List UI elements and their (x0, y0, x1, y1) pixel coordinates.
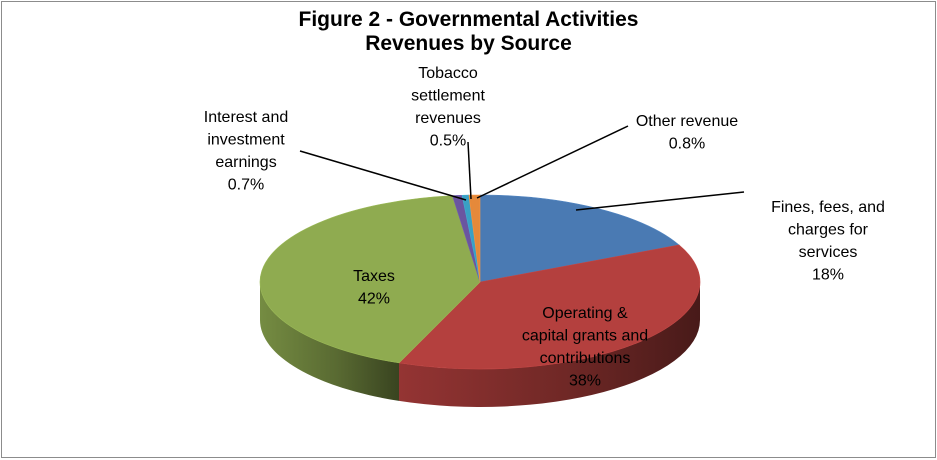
slice-label-5-line-1: 0.8% (669, 136, 705, 153)
chart-title-line-1: Figure 2 - Governmental Activities (298, 8, 639, 31)
slice-label-3-line-3: 0.7% (228, 177, 264, 194)
leader-line-0 (575, 191, 745, 211)
slice-label-4-line-3: 0.5% (430, 133, 466, 150)
slice-label-3-line-1: investment (207, 132, 285, 149)
leader-line-5 (476, 125, 629, 199)
slice-label-4-line-2: revenues (415, 110, 481, 127)
leader-line-4 (467, 141, 472, 200)
slice-label-4-line-1: settlement (411, 88, 485, 105)
slice-label-3: Interest and investment earnings 0.7% (204, 109, 289, 194)
slice-label-3-line-2: earnings (215, 154, 276, 171)
slice-top-0 (479, 194, 680, 283)
slice-label-5: Other revenue 0.8% (636, 113, 738, 153)
slice-label-2-line-0: Taxes (353, 268, 395, 285)
slice-label-1-line-3: 38% (569, 373, 601, 390)
slice-label-1-line-2: contributions (540, 350, 631, 367)
chart-title: Figure 2 - Governmental Activities Reven… (2, 8, 935, 56)
slice-label-0-line-0: Fines, fees, and (771, 199, 885, 216)
pie-side-layer (260, 282, 700, 408)
slice-side-1 (399, 282, 700, 408)
slice-label-0-line-3: 18% (812, 267, 844, 284)
slice-label-4: Tobacco settlement revenues 0.5% (411, 65, 485, 150)
slice-label-0-line-1: charges for (788, 222, 869, 239)
slice-label-0-line-2: services (799, 244, 858, 261)
slice-top-2 (259, 195, 481, 364)
chart-title-line-2: Revenues by Source (365, 32, 572, 55)
slice-label-1-line-0: Operating & (542, 305, 628, 322)
slice-label-0: Fines, fees, and charges for services 18% (771, 199, 885, 284)
slice-side-2 (260, 282, 400, 401)
slice-label-3-line-0: Interest and (204, 109, 289, 126)
slice-label-1-line-1: capital grants and (522, 328, 648, 345)
slice-top-5 (468, 194, 481, 283)
slice-top-1 (398, 244, 701, 370)
slice-label-4-line-0: Tobacco (418, 65, 478, 82)
leader-lines (299, 125, 745, 211)
slice-label-2-line-1: 42% (358, 291, 390, 308)
slice-labels: Fines, fees, and charges for services 18% Op… (204, 65, 885, 390)
slice-label-2: Taxes 42% (353, 268, 395, 308)
leader-line-3 (299, 150, 467, 201)
slice-label-1: Operating & capital grants and contributio… (522, 305, 648, 390)
slice-label-5-line-0: Other revenue (636, 113, 738, 130)
pie-top-layer (259, 194, 701, 370)
